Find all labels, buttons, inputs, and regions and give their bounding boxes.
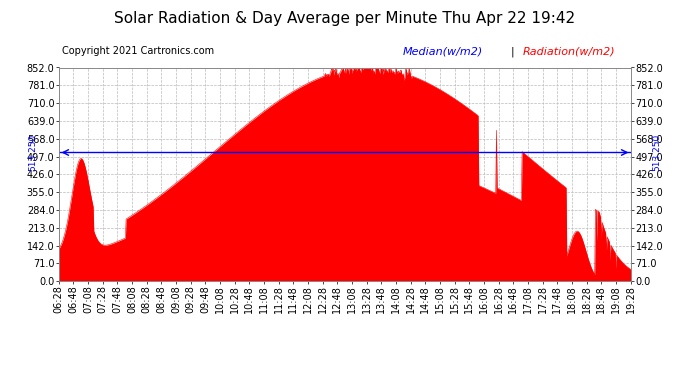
Text: Radiation(w/m2): Radiation(w/m2)	[522, 46, 615, 56]
Text: 513.250: 513.250	[28, 134, 37, 171]
Text: Solar Radiation & Day Average per Minute Thu Apr 22 19:42: Solar Radiation & Day Average per Minute…	[115, 11, 575, 26]
Text: 513.250: 513.250	[653, 134, 662, 171]
Text: |: |	[511, 46, 515, 57]
Text: Copyright 2021 Cartronics.com: Copyright 2021 Cartronics.com	[61, 46, 214, 56]
Text: Median(w/m2): Median(w/m2)	[402, 46, 482, 56]
